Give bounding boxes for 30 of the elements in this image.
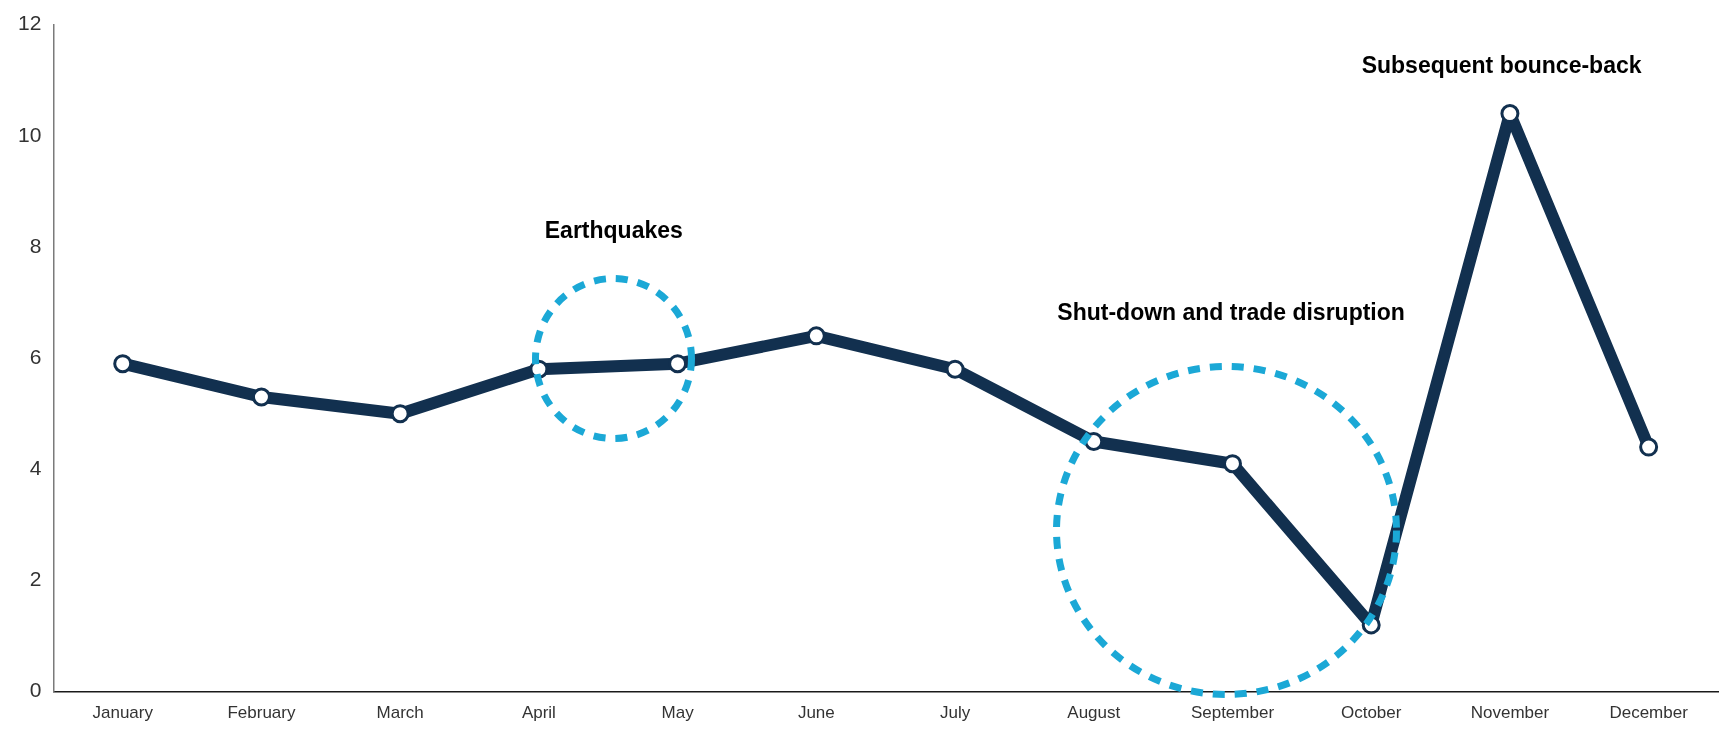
x-tick-label: October [1340, 703, 1402, 723]
annotation: Shut-down and trade disruption [1057, 298, 1405, 325]
annotation: Subsequent bounce-back [1361, 52, 1642, 79]
point [1222, 454, 1242, 474]
x-tick-label: August [1067, 703, 1121, 723]
x-tick-label: May [661, 703, 695, 723]
point [390, 404, 410, 424]
y-tick-label: 12 [18, 11, 42, 35]
y-tick-label: 0 [29, 678, 42, 702]
x-tick-label: December [1609, 703, 1689, 723]
point [806, 326, 826, 346]
point [945, 359, 965, 379]
point [251, 387, 271, 407]
y-tick-label: 6 [29, 344, 42, 368]
y-tick-label: 4 [29, 456, 42, 480]
x-tick-label: June [797, 703, 835, 723]
x-tick-label: February [227, 703, 296, 723]
point [1639, 437, 1659, 457]
x-tick-label: January [92, 703, 154, 723]
x-tick-label: March [376, 703, 424, 723]
x-tick-label: July [939, 703, 971, 723]
x-tick-label: November [1470, 703, 1550, 723]
y-tick-label: 2 [29, 567, 42, 591]
annotation: Earthquakes [544, 217, 683, 244]
point [668, 354, 688, 374]
x-tick-label: April [521, 703, 556, 723]
y-tick-label: 10 [18, 122, 42, 146]
y-tick-label: 8 [29, 233, 42, 257]
x-tick-label: September [1190, 703, 1275, 723]
point [113, 354, 133, 374]
